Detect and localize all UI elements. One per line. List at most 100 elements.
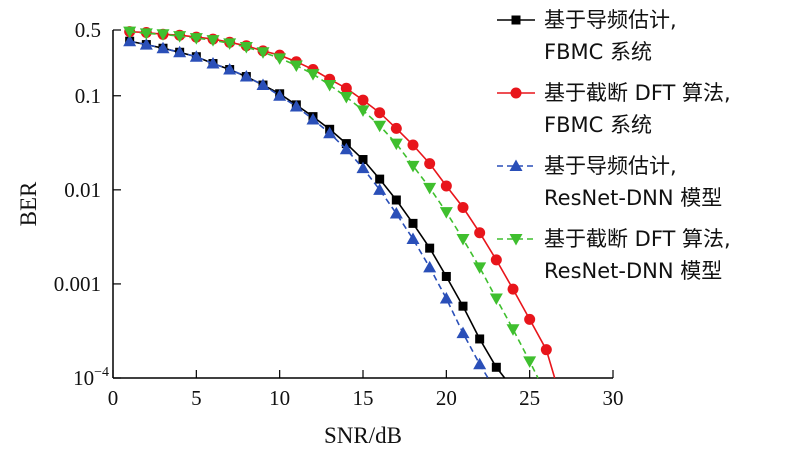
- data-point: [356, 105, 370, 117]
- data-point: [440, 180, 452, 192]
- data-point: [489, 293, 503, 305]
- legend-label: 基于截断 DFT 算法,: [544, 81, 731, 105]
- legend-label: ResNet-DNN 模型: [544, 259, 722, 283]
- data-point: [139, 28, 153, 40]
- series-3: [123, 34, 489, 379]
- data-point: [139, 38, 153, 50]
- data-point: [406, 232, 420, 245]
- data-point: [425, 243, 435, 253]
- legend-marker: [509, 159, 523, 171]
- data-point: [374, 107, 386, 119]
- series-line: [129, 40, 489, 379]
- data-point: [439, 207, 453, 219]
- data-point: [256, 47, 270, 59]
- data-point: [223, 63, 237, 75]
- data-point: [340, 82, 352, 94]
- data-point: [223, 38, 237, 50]
- data-point: [473, 262, 487, 274]
- legend-label: 基于截断 DFT 算法,: [544, 227, 731, 251]
- data-point: [239, 70, 253, 82]
- y-tick-label: 0.001: [54, 272, 101, 296]
- data-point: [375, 174, 385, 184]
- data-point: [507, 283, 519, 295]
- legend-label: ResNet-DNN 模型: [544, 186, 722, 210]
- legend-marker: [509, 234, 523, 246]
- data-point: [523, 356, 537, 368]
- data-point: [524, 313, 536, 325]
- data-point: [339, 92, 353, 104]
- data-point: [357, 94, 369, 106]
- data-point: [156, 29, 170, 41]
- data-point: [273, 89, 287, 101]
- legend-marker: [511, 15, 521, 25]
- data-point: [458, 301, 468, 311]
- y-tick-label: 0.01: [64, 178, 101, 202]
- y-axis-label: BER: [16, 181, 41, 226]
- y-tick-label: 10−4: [73, 365, 109, 390]
- legend-item-4: 基于截断 DFT 算法, ResNet-DNN 模型: [497, 227, 731, 283]
- data-point: [123, 34, 137, 47]
- data-point: [189, 33, 203, 45]
- data-point: [389, 138, 403, 151]
- series-line: [129, 30, 556, 379]
- data-point: [473, 357, 487, 370]
- data-point: [540, 344, 552, 356]
- axes: 0 5 10 15 20 25 30 0.5 0.1 0.01 0.001 10−4: [54, 18, 624, 410]
- data-point: [423, 260, 437, 273]
- y-tick-label: 0.5: [75, 18, 101, 42]
- data-point: [456, 326, 470, 339]
- x-tick-label: 10: [269, 386, 290, 410]
- data-point: [407, 139, 419, 151]
- data-point: [289, 99, 303, 112]
- data-point: [173, 31, 187, 43]
- data-point: [406, 160, 420, 173]
- data-point: [189, 50, 203, 62]
- x-tick-label: 30: [603, 386, 624, 410]
- data-point: [156, 41, 170, 54]
- data-point: [206, 57, 220, 69]
- data-point: [373, 120, 387, 133]
- data-point: [323, 80, 337, 92]
- legend-label: 基于导频估计,: [544, 154, 677, 178]
- data-point: [306, 112, 320, 125]
- data-point: [323, 126, 337, 139]
- data-point: [123, 26, 137, 39]
- series-2: [124, 26, 556, 379]
- data-point: [389, 207, 403, 219]
- data-point: [358, 155, 368, 165]
- data-point: [391, 195, 401, 205]
- data-point: [273, 53, 287, 65]
- data-point: [441, 271, 451, 281]
- legend-item-2: 基于截断 DFT 算法, FBMC 系统: [497, 81, 731, 137]
- x-tick-label: 25: [519, 386, 540, 410]
- legend-label: 基于导频估计,: [544, 8, 677, 32]
- data-point: [474, 227, 486, 239]
- data-point: [456, 234, 470, 246]
- data-point: [339, 142, 353, 155]
- data-point: [408, 218, 418, 228]
- data-point: [173, 45, 187, 58]
- x-tick-label: 20: [436, 386, 457, 410]
- data-point: [373, 183, 387, 195]
- legend-item-1: 基于导频估计, FBMC 系统: [497, 8, 677, 64]
- legend-label: FBMC 系统: [544, 40, 652, 64]
- x-tick-label: 0: [108, 386, 119, 410]
- data-point: [506, 324, 520, 336]
- series-4: [123, 26, 539, 379]
- x-tick-label: 5: [191, 386, 202, 410]
- data-point: [239, 41, 253, 54]
- data-point: [206, 35, 220, 47]
- series-layer: [123, 26, 556, 379]
- data-point: [424, 158, 436, 170]
- data-point: [306, 69, 320, 81]
- data-point: [491, 362, 501, 372]
- x-axis-label: SNR/dB: [324, 423, 402, 448]
- data-point: [490, 254, 502, 266]
- legend-marker: [510, 87, 522, 99]
- data-point: [475, 334, 485, 344]
- data-point: [439, 291, 453, 304]
- data-point: [457, 201, 469, 213]
- legend-label: FBMC 系统: [544, 113, 652, 137]
- data-point: [356, 161, 370, 174]
